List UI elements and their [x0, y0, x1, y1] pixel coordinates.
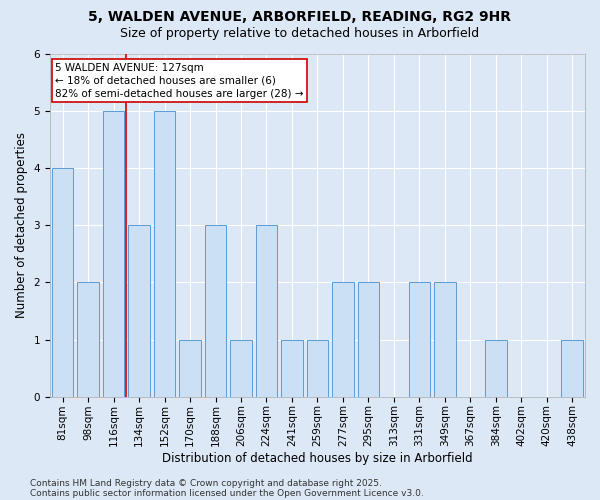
Bar [103, 111, 124, 397]
Bar [230, 340, 252, 396]
Bar [485, 340, 506, 396]
Bar [307, 340, 328, 396]
Text: Contains HM Land Registry data © Crown copyright and database right 2025.: Contains HM Land Registry data © Crown c… [30, 478, 382, 488]
Text: Contains public sector information licensed under the Open Government Licence v3: Contains public sector information licen… [30, 488, 424, 498]
Bar [205, 226, 226, 396]
Bar [77, 282, 99, 397]
Bar [154, 111, 175, 397]
Bar [409, 282, 430, 397]
X-axis label: Distribution of detached houses by size in Arborfield: Distribution of detached houses by size … [162, 452, 473, 465]
Y-axis label: Number of detached properties: Number of detached properties [15, 132, 28, 318]
Bar [179, 340, 201, 396]
Text: 5 WALDEN AVENUE: 127sqm
← 18% of detached houses are smaller (6)
82% of semi-det: 5 WALDEN AVENUE: 127sqm ← 18% of detache… [55, 62, 304, 99]
Text: Size of property relative to detached houses in Arborfield: Size of property relative to detached ho… [121, 28, 479, 40]
Bar [52, 168, 73, 396]
Bar [256, 226, 277, 396]
Bar [434, 282, 455, 397]
Text: 5, WALDEN AVENUE, ARBORFIELD, READING, RG2 9HR: 5, WALDEN AVENUE, ARBORFIELD, READING, R… [89, 10, 511, 24]
Bar [281, 340, 303, 396]
Bar [332, 282, 354, 397]
Bar [562, 340, 583, 396]
Bar [128, 226, 150, 396]
Bar [358, 282, 379, 397]
